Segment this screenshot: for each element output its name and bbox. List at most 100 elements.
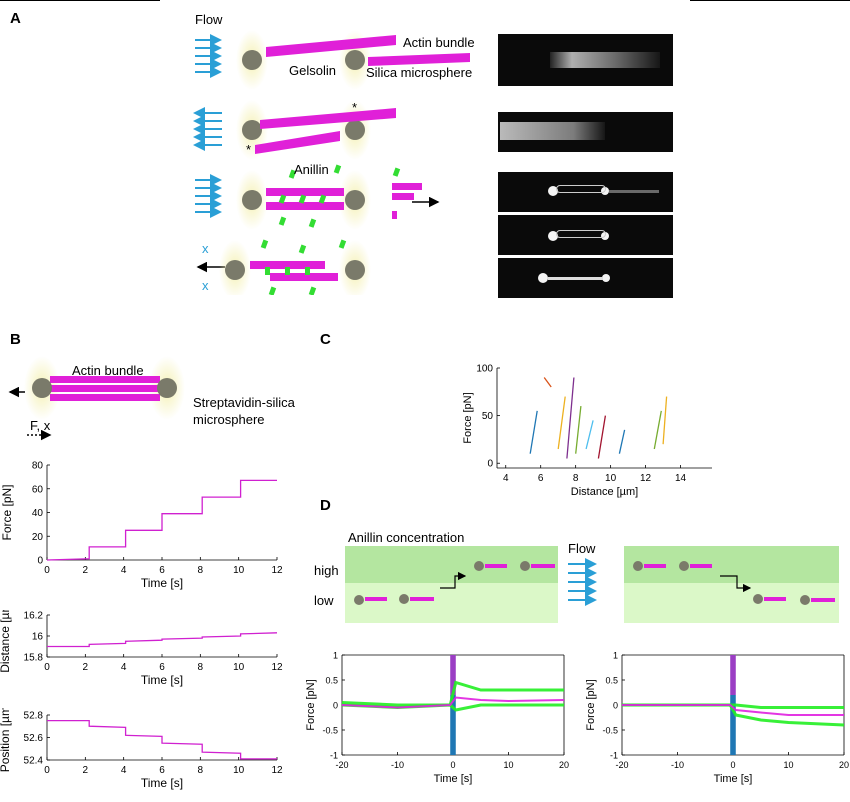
x-tick-label: 10 bbox=[233, 565, 245, 576]
y-tick-label: 52.6 bbox=[24, 733, 44, 744]
actin-bundle bbox=[368, 53, 470, 66]
x-tick-label: -20 bbox=[335, 760, 348, 770]
flow-arrows-right-2 bbox=[195, 174, 222, 218]
force-distance-trace bbox=[662, 396, 668, 445]
x-tick-label: 20 bbox=[559, 760, 569, 770]
distance-series-line bbox=[47, 632, 278, 648]
x-tick-label: 6 bbox=[159, 662, 165, 673]
microsphere bbox=[345, 50, 365, 70]
micrograph-3 bbox=[498, 172, 673, 212]
panel-a-schematic bbox=[193, 30, 470, 295]
d-left-force-plot: -20 -10 0 10 20 -1 -0.5 0 0.5 1 Time [s] Force [pN] bbox=[305, 651, 569, 786]
y-tick-label: -1 bbox=[610, 751, 618, 761]
x-tick-label: 0 bbox=[450, 760, 455, 770]
y-tick-label: 20 bbox=[32, 532, 44, 543]
force-distance-trace bbox=[618, 429, 626, 454]
force-distance-trace bbox=[529, 410, 538, 454]
force-distance-trace bbox=[566, 377, 575, 459]
x-tick-label: 4 bbox=[121, 765, 127, 776]
force-distance-trace bbox=[585, 420, 594, 450]
d-flow-arrows bbox=[568, 558, 597, 606]
y-tick-label: 16 bbox=[32, 632, 44, 643]
force-series-line bbox=[46, 479, 277, 561]
flow-interval-bar bbox=[730, 695, 736, 755]
x-tick-label: 10 bbox=[503, 760, 513, 770]
d-schematic-glyphs bbox=[354, 558, 835, 606]
x-tick-label: 12 bbox=[271, 565, 283, 576]
anillin-label: Anillin bbox=[294, 162, 329, 177]
y-tick-label: 52.4 bbox=[24, 756, 44, 767]
y-tick-label: 0 bbox=[487, 459, 493, 470]
x-tick-label: 0 bbox=[44, 662, 50, 673]
force-trace bbox=[341, 680, 564, 707]
x-tick-label: 4 bbox=[121, 565, 127, 576]
y-axis-label: Position [µm] bbox=[0, 708, 12, 772]
x-tick-label: 10 bbox=[233, 765, 245, 776]
x-tick-label: 2 bbox=[83, 662, 89, 673]
panel-label-d: D bbox=[320, 497, 331, 514]
position-time-plot: 0 2 4 6 8 10 12 52.4 52.6 52.8 Time [s] Position [µ… bbox=[0, 708, 283, 790]
y-tick-label: 0.5 bbox=[325, 676, 338, 686]
x-label-top: x bbox=[202, 241, 209, 256]
star-top: * bbox=[352, 100, 358, 115]
panel-label-a: A bbox=[10, 10, 21, 27]
b-fx-label: F, x bbox=[30, 418, 51, 433]
y-tick-label: 80 bbox=[32, 461, 44, 472]
micrograph-2 bbox=[498, 112, 673, 152]
x-tick-label: 6 bbox=[159, 565, 165, 576]
flow-arrows-left bbox=[193, 107, 222, 151]
flow-interval-bar-top bbox=[730, 655, 736, 695]
x-tick-label: 6 bbox=[538, 473, 544, 484]
x-tick-label: 4 bbox=[503, 473, 509, 484]
micrograph-5 bbox=[498, 258, 673, 298]
y-axis-label: Force [pN] bbox=[0, 484, 14, 540]
x-tick-label: 10 bbox=[233, 662, 245, 673]
panel-label-b: B bbox=[10, 331, 21, 348]
y-tick-label: -0.5 bbox=[322, 726, 338, 736]
y-tick-label: 15.8 bbox=[24, 653, 44, 664]
x-tick-label: 14 bbox=[675, 473, 687, 484]
x-tick-label: 12 bbox=[271, 662, 283, 673]
y-axis-label: Force [pN] bbox=[585, 679, 597, 730]
microsphere bbox=[32, 378, 52, 398]
d-low-band-left bbox=[345, 583, 558, 623]
star-bottom: * bbox=[246, 142, 252, 157]
panel-b-schematic bbox=[8, 356, 185, 441]
x-axis-label: Time [s] bbox=[141, 673, 183, 687]
top-rule-right bbox=[690, 0, 850, 1]
x-axis-label: Distance [µm] bbox=[571, 486, 638, 498]
x-tick-label: 0 bbox=[730, 760, 735, 770]
force-distance-trace bbox=[653, 410, 662, 450]
y-tick-label: 0 bbox=[613, 701, 618, 711]
gelsolin-label: Gelsolin bbox=[289, 63, 336, 78]
d-flow-label: Flow bbox=[568, 541, 596, 556]
y-axis-label: Distance [µm] bbox=[0, 610, 12, 673]
force-distance-trace bbox=[543, 377, 552, 388]
panel-label-c: C bbox=[320, 331, 331, 348]
x-tick-label: 12 bbox=[271, 765, 283, 776]
x-axis-label: Time [s] bbox=[714, 773, 753, 785]
micrograph-4 bbox=[498, 215, 673, 255]
force-trace bbox=[622, 704, 844, 716]
y-tick-label: 0 bbox=[333, 701, 338, 711]
b-strep-label-2: microsphere bbox=[193, 412, 265, 427]
top-rule-left bbox=[0, 0, 160, 1]
x-tick-label: 4 bbox=[121, 662, 127, 673]
x-tick-label: -20 bbox=[615, 760, 628, 770]
x-tick-label: -10 bbox=[671, 760, 684, 770]
x-axis-label: Time [s] bbox=[141, 776, 183, 790]
y-tick-label: 40 bbox=[32, 508, 44, 519]
x-tick-label: 8 bbox=[198, 662, 204, 673]
x-tick-label: 8 bbox=[198, 565, 204, 576]
force-distance-trace bbox=[575, 406, 582, 454]
x-tick-label: 0 bbox=[44, 765, 50, 776]
flow-label: Flow bbox=[195, 12, 223, 27]
y-tick-label: 0 bbox=[37, 556, 43, 567]
x-tick-label: 8 bbox=[198, 765, 204, 776]
flow-interval-bar bbox=[450, 695, 456, 755]
x-tick-label: 2 bbox=[83, 765, 89, 776]
x-label-bottom: x bbox=[202, 278, 209, 293]
x-tick-label: 8 bbox=[573, 473, 579, 484]
b-actin-bundle-label: Actin bundle bbox=[72, 363, 144, 378]
y-tick-label: -0.5 bbox=[602, 726, 618, 736]
